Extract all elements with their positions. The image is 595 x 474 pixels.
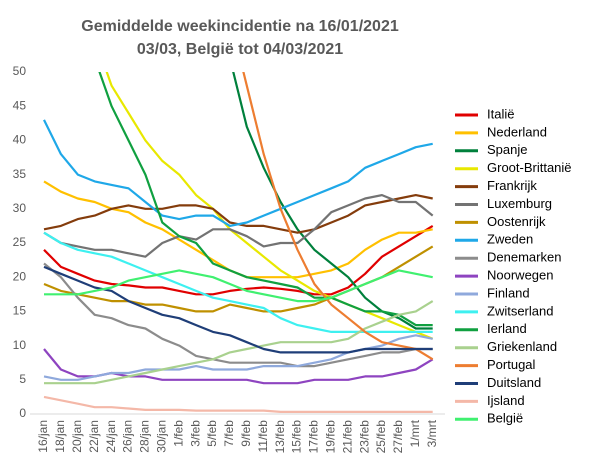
x-tick-label: 25/feb: [374, 420, 388, 454]
x-tick-label: 1/mrt: [408, 419, 422, 447]
y-tick-label: 35: [13, 167, 27, 181]
series-line: [43, 119, 433, 227]
legend-label: Luxemburg: [487, 196, 552, 211]
x-tick-label: 28/jan: [138, 420, 152, 453]
chart-title: Gemiddelde weekincidentie na 16/01/2021: [81, 18, 399, 35]
y-tick-label: 10: [13, 338, 27, 352]
plot-area: [43, 72, 434, 413]
x-tick-label: 3/mrt: [425, 419, 439, 447]
legend-label: Spanje: [487, 142, 527, 157]
legend-label: Oostenrijk: [487, 214, 546, 229]
x-tick-label: 11/feb: [256, 420, 270, 453]
x-tick-label: 21/feb: [340, 420, 354, 454]
legend-label: Noorwegen: [487, 268, 554, 283]
series-line: [43, 194, 433, 234]
x-tick-label: 16/jan: [36, 420, 50, 453]
series-line: [105, 72, 434, 340]
x-tick-label: 7/feb: [222, 420, 236, 447]
x-tick-label: 18/jan: [53, 420, 67, 453]
legend-label: Denemarken: [487, 250, 561, 265]
series-line: [43, 245, 434, 313]
series-line: [242, 72, 434, 361]
series-line: [98, 72, 433, 327]
legend-label: België: [487, 411, 523, 426]
x-tick-label: 23/feb: [357, 420, 371, 454]
x-tick-label: 20/jan: [70, 420, 84, 453]
legend-label: Griekenland: [487, 339, 557, 354]
legend-label: Duitsland: [487, 375, 541, 390]
y-tick-label: 5: [19, 372, 26, 386]
series-line: [43, 231, 433, 333]
series-line: [44, 269, 433, 303]
series-line: [43, 334, 433, 381]
y-tick-label: 30: [13, 201, 27, 215]
x-tick-label: 17/feb: [307, 420, 321, 454]
x-tick-label: 9/feb: [239, 420, 253, 447]
series-line: [43, 224, 434, 296]
x-tick-label: 15/feb: [290, 420, 304, 454]
x-tick-label: 1/feb: [171, 420, 185, 447]
y-tick-label: 25: [13, 235, 27, 249]
y-tick-label: 15: [13, 304, 27, 318]
y-tick-label: 40: [13, 133, 27, 147]
x-tick-label: 26/jan: [121, 420, 135, 453]
x-tick-label: 30/jan: [154, 420, 168, 453]
chart-subtitle: 03/03, België tot 04/03/2021: [137, 41, 343, 58]
y-tick-label: 45: [13, 98, 27, 112]
x-tick-label: 13/feb: [273, 420, 287, 454]
series-line: [43, 194, 434, 258]
x-tick-label: 3/feb: [188, 420, 202, 447]
series-line: [43, 265, 433, 354]
series-line: [43, 262, 433, 368]
legend-label: Italië: [487, 106, 514, 121]
x-tick-label: 22/jan: [87, 420, 101, 453]
x-tick-label: 19/feb: [323, 420, 337, 454]
legend-label: Finland: [487, 285, 530, 300]
series-line: [44, 300, 434, 385]
legend-label: Ijsland: [487, 393, 525, 408]
legend-label: Zwitserland: [487, 303, 553, 318]
y-tick-label: 50: [13, 64, 27, 78]
legend-label: Groot-Brittanië: [487, 160, 572, 175]
legend-label: Zweden: [487, 232, 533, 247]
legend-label: Frankrijk: [487, 178, 537, 193]
x-tick-label: 5/feb: [205, 420, 219, 447]
series-line: [232, 72, 433, 330]
x-tick-label: 27/feb: [391, 420, 405, 454]
legend-label: Nederland: [487, 124, 547, 139]
legend-label: Portugal: [487, 357, 536, 372]
series-line: [43, 395, 433, 413]
y-tick-label: 0: [19, 406, 26, 420]
y-tick-label: 20: [13, 269, 27, 283]
legend-label: Ierland: [487, 321, 527, 336]
x-tick-label: 24/jan: [104, 420, 118, 453]
